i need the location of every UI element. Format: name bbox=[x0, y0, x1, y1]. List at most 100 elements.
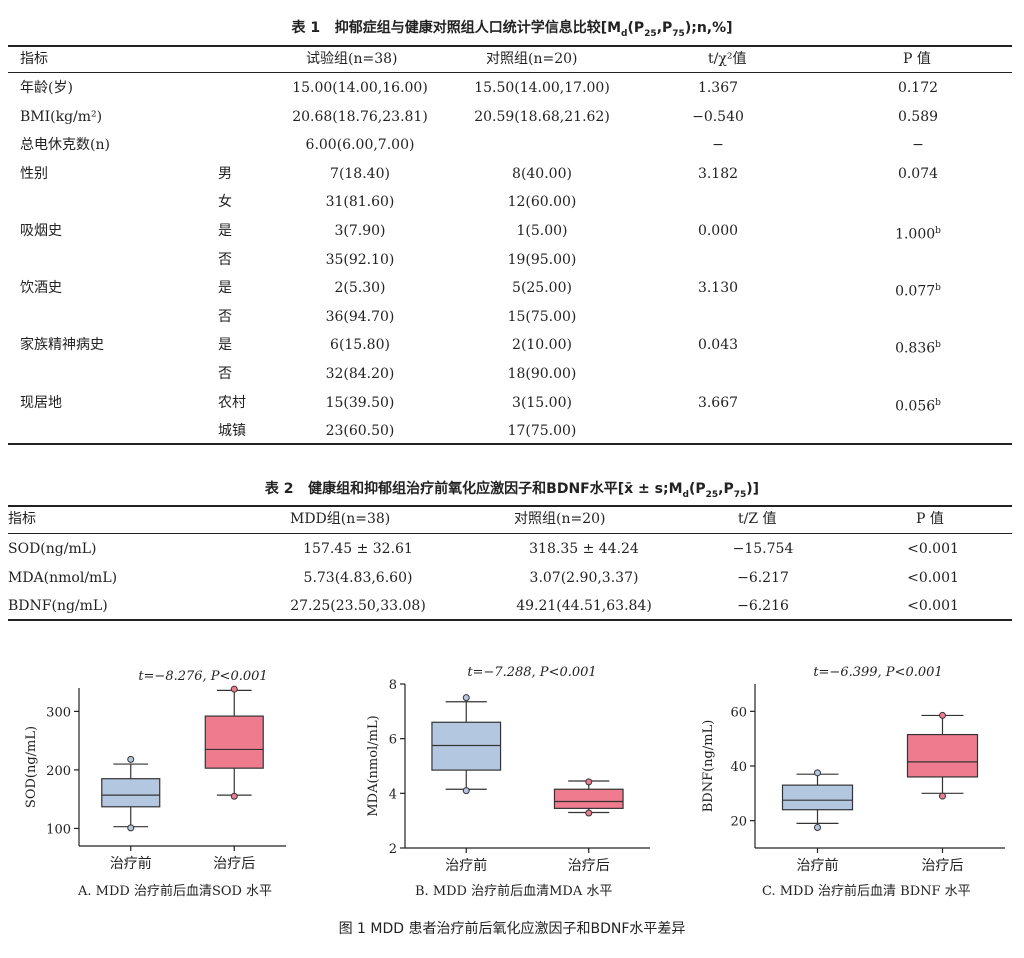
table2-cell-item: SOD(ng/mL) bbox=[8, 541, 97, 557]
table1-row: 年龄(岁) 15.00(14.00,16.00) 15.50(14.00,17.00… bbox=[8, 76, 1012, 100]
table2-top-rule bbox=[8, 505, 1012, 507]
table1-row: 现居地 农村 15(39.50) 3(15.00) 3.667 0.056b bbox=[8, 391, 1012, 415]
table2-header-row: 指标 MDD组(n=38) 对照组(n=20) t/Z 值 P 值 bbox=[8, 507, 1012, 531]
box-after bbox=[906, 733, 979, 778]
table1-bottom-rule bbox=[8, 443, 1012, 445]
y-tick-label: 6 bbox=[389, 733, 397, 748]
table1-cell-ctrl: 15.50(14.00,17.00) bbox=[474, 80, 610, 96]
table1-caption-sep: ,P bbox=[656, 20, 673, 36]
table1-cell-exp: 31(81.60) bbox=[325, 194, 395, 211]
chart-title: t=−7.288, P<0.001 bbox=[467, 665, 596, 680]
table2-cell-ctrl: 3.07(2.90,3.37) bbox=[529, 569, 639, 586]
table1-cell-exp: 6(15.80) bbox=[330, 337, 390, 354]
table1-caption-p25: 25 bbox=[644, 28, 657, 39]
table1-cell-ctrl: 18(90.00) bbox=[507, 366, 577, 382]
table1-header-stat: t/χ²值 bbox=[708, 51, 747, 67]
table2-caption-sep: ,P bbox=[718, 481, 734, 497]
y-tick-label: 2 bbox=[389, 842, 397, 857]
table1-row: 城镇 23(60.50) 17(75.00) bbox=[8, 419, 1012, 443]
table1-header-rule bbox=[8, 72, 1012, 73]
table1-row: 否 32(84.20) 18(90.00) bbox=[8, 362, 1012, 386]
table1-caption: 表 1 抑郁症组与健康对照组人口统计学信息比较[Md(P25,P75);n,%] bbox=[0, 17, 1024, 39]
table1-caption-p75: 75 bbox=[672, 28, 685, 39]
table1-cell-exp: 20.68(18.76,23.81) bbox=[292, 108, 428, 125]
table2-row: MDA(nmol/mL) 5.73(4.83,6.60) 3.07(2.90,3.3… bbox=[8, 566, 1012, 590]
y-tick-label: 60 bbox=[730, 705, 747, 720]
table1-row: 总电休克数(n) 6.00(6.00,7.00) − − bbox=[8, 133, 1012, 157]
table1-cell-p: 1.000 bbox=[895, 226, 936, 243]
table1-cell-exp: 7(18.40) bbox=[330, 165, 390, 182]
table1-cell-p-sup: b bbox=[935, 340, 941, 351]
table1-caption-end: );n,%] bbox=[684, 20, 733, 36]
table1-cell-p: 0.589 bbox=[897, 108, 939, 125]
table2-cell-ctrl: 49.21(44.51,63.84) bbox=[516, 598, 652, 614]
table1-cell-item: 现居地 bbox=[20, 394, 62, 411]
x-category-label: 治疗后 bbox=[213, 856, 255, 872]
table1-cell-sub: 农村 bbox=[218, 394, 246, 411]
table1-header-p: P 值 bbox=[903, 51, 931, 67]
table1-cell-stat: 1.367 bbox=[697, 80, 739, 96]
table1-cell-p: 0.074 bbox=[897, 165, 939, 182]
table1-cell-exp: 36(94.70) bbox=[325, 308, 395, 325]
table2-caption-prefix: 表 2 bbox=[264, 481, 294, 497]
table1-header-item: 指标 bbox=[20, 51, 48, 67]
table1-row: 饮酒史 是 2(5.30) 5(25.00) 3.130 0.077b bbox=[8, 276, 1012, 300]
table1-cell-p-wrap: 0.056b bbox=[858, 391, 978, 419]
table1-row: 否 36(94.70) 15(75.00) bbox=[8, 305, 1012, 329]
table1-cell-sub: 男 bbox=[218, 165, 232, 182]
table1-row: BMI(kg/m²) 20.68(18.76,23.81) 20.59(18.68,… bbox=[8, 105, 1012, 129]
table2-header-ctrl: 对照组(n=20) bbox=[514, 511, 606, 527]
outlier-point bbox=[462, 694, 470, 702]
table1-cell-ctrl: 15(75.00) bbox=[507, 308, 577, 325]
table2-caption-text: 健康组和抑郁组治疗前氧化应激因子和BDNF水平[x̄ ± s;M bbox=[308, 481, 683, 497]
table1-cell-p-wrap: 1.000b bbox=[858, 219, 978, 247]
table2-cell-mdd: 5.73(4.83,6.60) bbox=[303, 569, 413, 586]
table1-cell-item: 总电休克数(n) bbox=[20, 137, 110, 154]
table2-cell-p: <0.001 bbox=[907, 569, 959, 586]
table1-row: 女 31(81.60) 12(60.00) bbox=[8, 190, 1012, 214]
table1-cell-ctrl: 8(40.00) bbox=[512, 165, 572, 182]
table1-cell-p: − bbox=[912, 137, 924, 154]
table1-cell-ctrl: 19(95.00) bbox=[507, 251, 577, 268]
table1-cell-ctrl: 2(10.00) bbox=[512, 337, 572, 354]
table2-cell-stat: −15.754 bbox=[732, 541, 794, 557]
bdnf-boxplot: 20 40 60 BDNF(ng/mL) t=−6.399, P<0.001 治疗前 治疗后 bbox=[701, 665, 1005, 874]
table1-caption-d: d bbox=[621, 28, 628, 39]
bdnf-plot-caption: C. MDD 治疗前后血清 BDNF 水平 bbox=[762, 884, 971, 899]
box-before bbox=[431, 721, 502, 771]
table1-cell-p: 0.077 bbox=[895, 283, 936, 300]
x-category-label: 治疗前 bbox=[110, 855, 152, 872]
table2-header-mdd: MDD组(n=38) bbox=[290, 511, 391, 527]
table1-cell-exp: 3(7.90) bbox=[334, 223, 386, 239]
outlier-point bbox=[814, 769, 821, 777]
outlier-point bbox=[230, 792, 238, 800]
table1-cell-sub: 是 bbox=[218, 280, 232, 297]
table1-header-row: 指标 试验组(n=38) 对照组(n=20) t/χ²值 P 值 bbox=[8, 47, 1012, 71]
y-tick-label: 300 bbox=[46, 705, 71, 720]
table1-cell-stat: 0.043 bbox=[697, 337, 739, 354]
x-category-label: 治疗后 bbox=[922, 858, 964, 874]
outlier-point bbox=[230, 685, 238, 693]
table2-cell-stat: −6.216 bbox=[737, 598, 789, 614]
y-tick-label: 20 bbox=[730, 815, 747, 830]
table2-caption-tail: (P bbox=[688, 481, 706, 497]
table2-caption-p75: 75 bbox=[733, 489, 747, 500]
table1-cell-exp: 6.00(6.00,7.00) bbox=[305, 137, 415, 154]
table1-cell-ctrl: 1(5.00) bbox=[516, 223, 568, 239]
chart-title: t=−8.276, P<0.001 bbox=[138, 669, 267, 684]
table2-bottom-rule bbox=[8, 619, 1012, 621]
y-tick-label: 100 bbox=[46, 822, 71, 837]
table1-cell-stat: 0.000 bbox=[697, 223, 739, 239]
x-category-label: 治疗前 bbox=[445, 857, 487, 874]
outlier-point bbox=[814, 824, 821, 831]
table1-cell-p: 0.172 bbox=[897, 80, 939, 96]
table1-cell-sub: 是 bbox=[218, 337, 232, 354]
x-category-label: 治疗后 bbox=[568, 858, 610, 874]
box-after bbox=[204, 715, 264, 769]
table1-cell-sub: 否 bbox=[218, 308, 232, 325]
outlier-point bbox=[585, 778, 593, 786]
table1-cell-item: 饮酒史 bbox=[20, 280, 62, 297]
table1-cell-exp: 15(39.50) bbox=[325, 394, 395, 411]
table1-cell-sub: 城镇 bbox=[218, 423, 246, 440]
table1-cell-item: 家族精神病史 bbox=[20, 337, 104, 354]
